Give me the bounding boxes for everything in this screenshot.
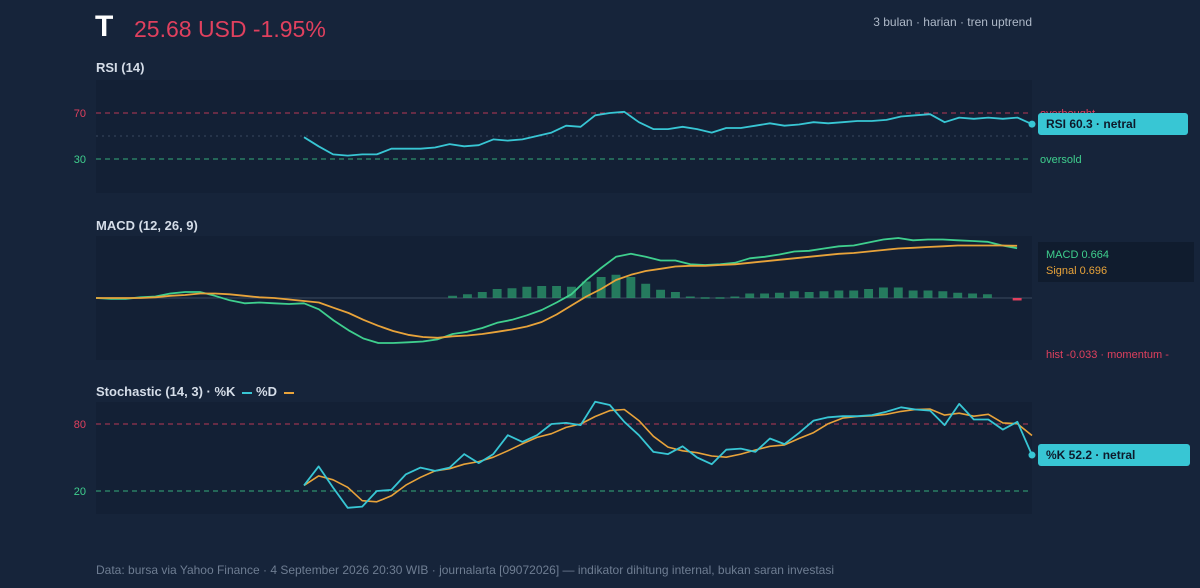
stoch-title: Stochastic (14, 3) · %K %D — [96, 384, 298, 399]
macd-hist-bar — [953, 292, 963, 298]
stoch-d-swatch — [283, 391, 294, 394]
rsi-line — [303, 110, 1033, 157]
rsi-ref-label-30: oversold — [1040, 154, 1082, 166]
footer-note: Data: bursa via Yahoo Finance · 4 Septem… — [96, 563, 834, 577]
macd-hist-bar — [670, 292, 680, 298]
rsi-last-point — [1028, 120, 1036, 128]
stoch-panel-bg — [96, 402, 1032, 514]
macd-hist-bar — [596, 277, 606, 298]
stoch-badge-bg — [1038, 444, 1190, 466]
stoch-badge-label: %K 52.2 · netral — [1046, 448, 1135, 462]
macd-hist-bar — [789, 291, 799, 298]
stoch-last-point — [1028, 451, 1036, 459]
stoch-tick-20: 20 — [74, 486, 86, 498]
chart-meta: 3 bulan · harian · tren uptrend — [873, 15, 1032, 29]
macd-hist-bar — [849, 290, 859, 298]
macd-hist-bar — [1012, 298, 1022, 301]
rsi-title: RSI (14) — [96, 60, 145, 75]
macd-legend-value: MACD 0.664 — [1046, 249, 1109, 261]
macd-hist-bar — [938, 291, 948, 298]
stoch-d-line — [303, 408, 1033, 503]
macd-hist-bar — [804, 292, 814, 298]
stoch-k-swatch — [242, 391, 253, 394]
signal-line — [96, 244, 1018, 339]
macd-hist-bar — [537, 286, 547, 298]
macd-hist-bar — [730, 296, 740, 298]
macd-hist-bar — [760, 293, 770, 298]
rsi-badge-bg — [1038, 113, 1188, 135]
rsi-panel: 70overbought30oversoldRSI 60.3 · netral — [74, 80, 1188, 193]
stoch-k-line — [303, 400, 1033, 509]
macd-hist-bar — [566, 286, 576, 298]
macd-hist-bar — [626, 277, 636, 298]
macd-hist-bar — [462, 294, 472, 298]
macd-hist-bar — [700, 297, 710, 299]
rsi-badge-label: RSI 60.3 · netral — [1046, 117, 1136, 131]
macd-hist-bar — [878, 287, 888, 298]
macd-hist-bar — [581, 281, 591, 298]
hist-legend-value: hist -0.033 · momentum - — [1046, 349, 1169, 361]
macd-hist-bar — [819, 291, 829, 298]
macd-line — [95, 237, 1018, 344]
signal-legend-value: Signal 0.696 — [1046, 265, 1107, 277]
macd-title: MACD (12, 26, 9) — [96, 218, 198, 233]
macd-legend-bg — [1038, 242, 1194, 282]
macd-hist-bar — [656, 289, 666, 298]
macd-hist-bar — [448, 295, 458, 298]
macd-hist-bar — [641, 283, 651, 298]
macd-hist-bar — [507, 288, 517, 298]
macd-hist-bar — [834, 290, 844, 298]
price-change: 25.68 USD -1.95% — [134, 16, 326, 42]
macd-hist-bar — [745, 293, 755, 298]
macd-panel: MACD 0.664 Signal 0.696 hist -0.033 · mome… — [95, 236, 1194, 361]
macd-hist-bar — [864, 289, 874, 298]
macd-hist-bar — [774, 292, 784, 298]
macd-hist-bar — [522, 286, 532, 298]
rsi-tick-30: 30 — [74, 154, 86, 166]
macd-hist-bar — [611, 274, 621, 298]
ticker-symbol: T — [95, 10, 114, 43]
macd-hist-bar — [968, 293, 978, 298]
macd-hist-bar — [492, 289, 502, 298]
stoch-tick-80: 80 — [74, 419, 86, 431]
macd-hist-bar — [477, 292, 487, 298]
macd-hist-bar — [552, 286, 562, 298]
macd-hist-bar — [908, 290, 918, 298]
macd-hist-bar — [715, 297, 725, 299]
macd-hist-bar — [685, 296, 695, 298]
macd-hist-bar — [893, 287, 903, 298]
macd-hist-bar — [923, 290, 933, 298]
rsi-tick-70: 70 — [74, 108, 86, 120]
stoch-panel: 80 20 %K 52.2 · netral — [74, 400, 1190, 514]
stoch-d-title: %D — [256, 384, 281, 399]
stoch-title-text: Stochastic (14, 3) · %K — [96, 384, 240, 399]
macd-hist-bar — [982, 294, 992, 298]
